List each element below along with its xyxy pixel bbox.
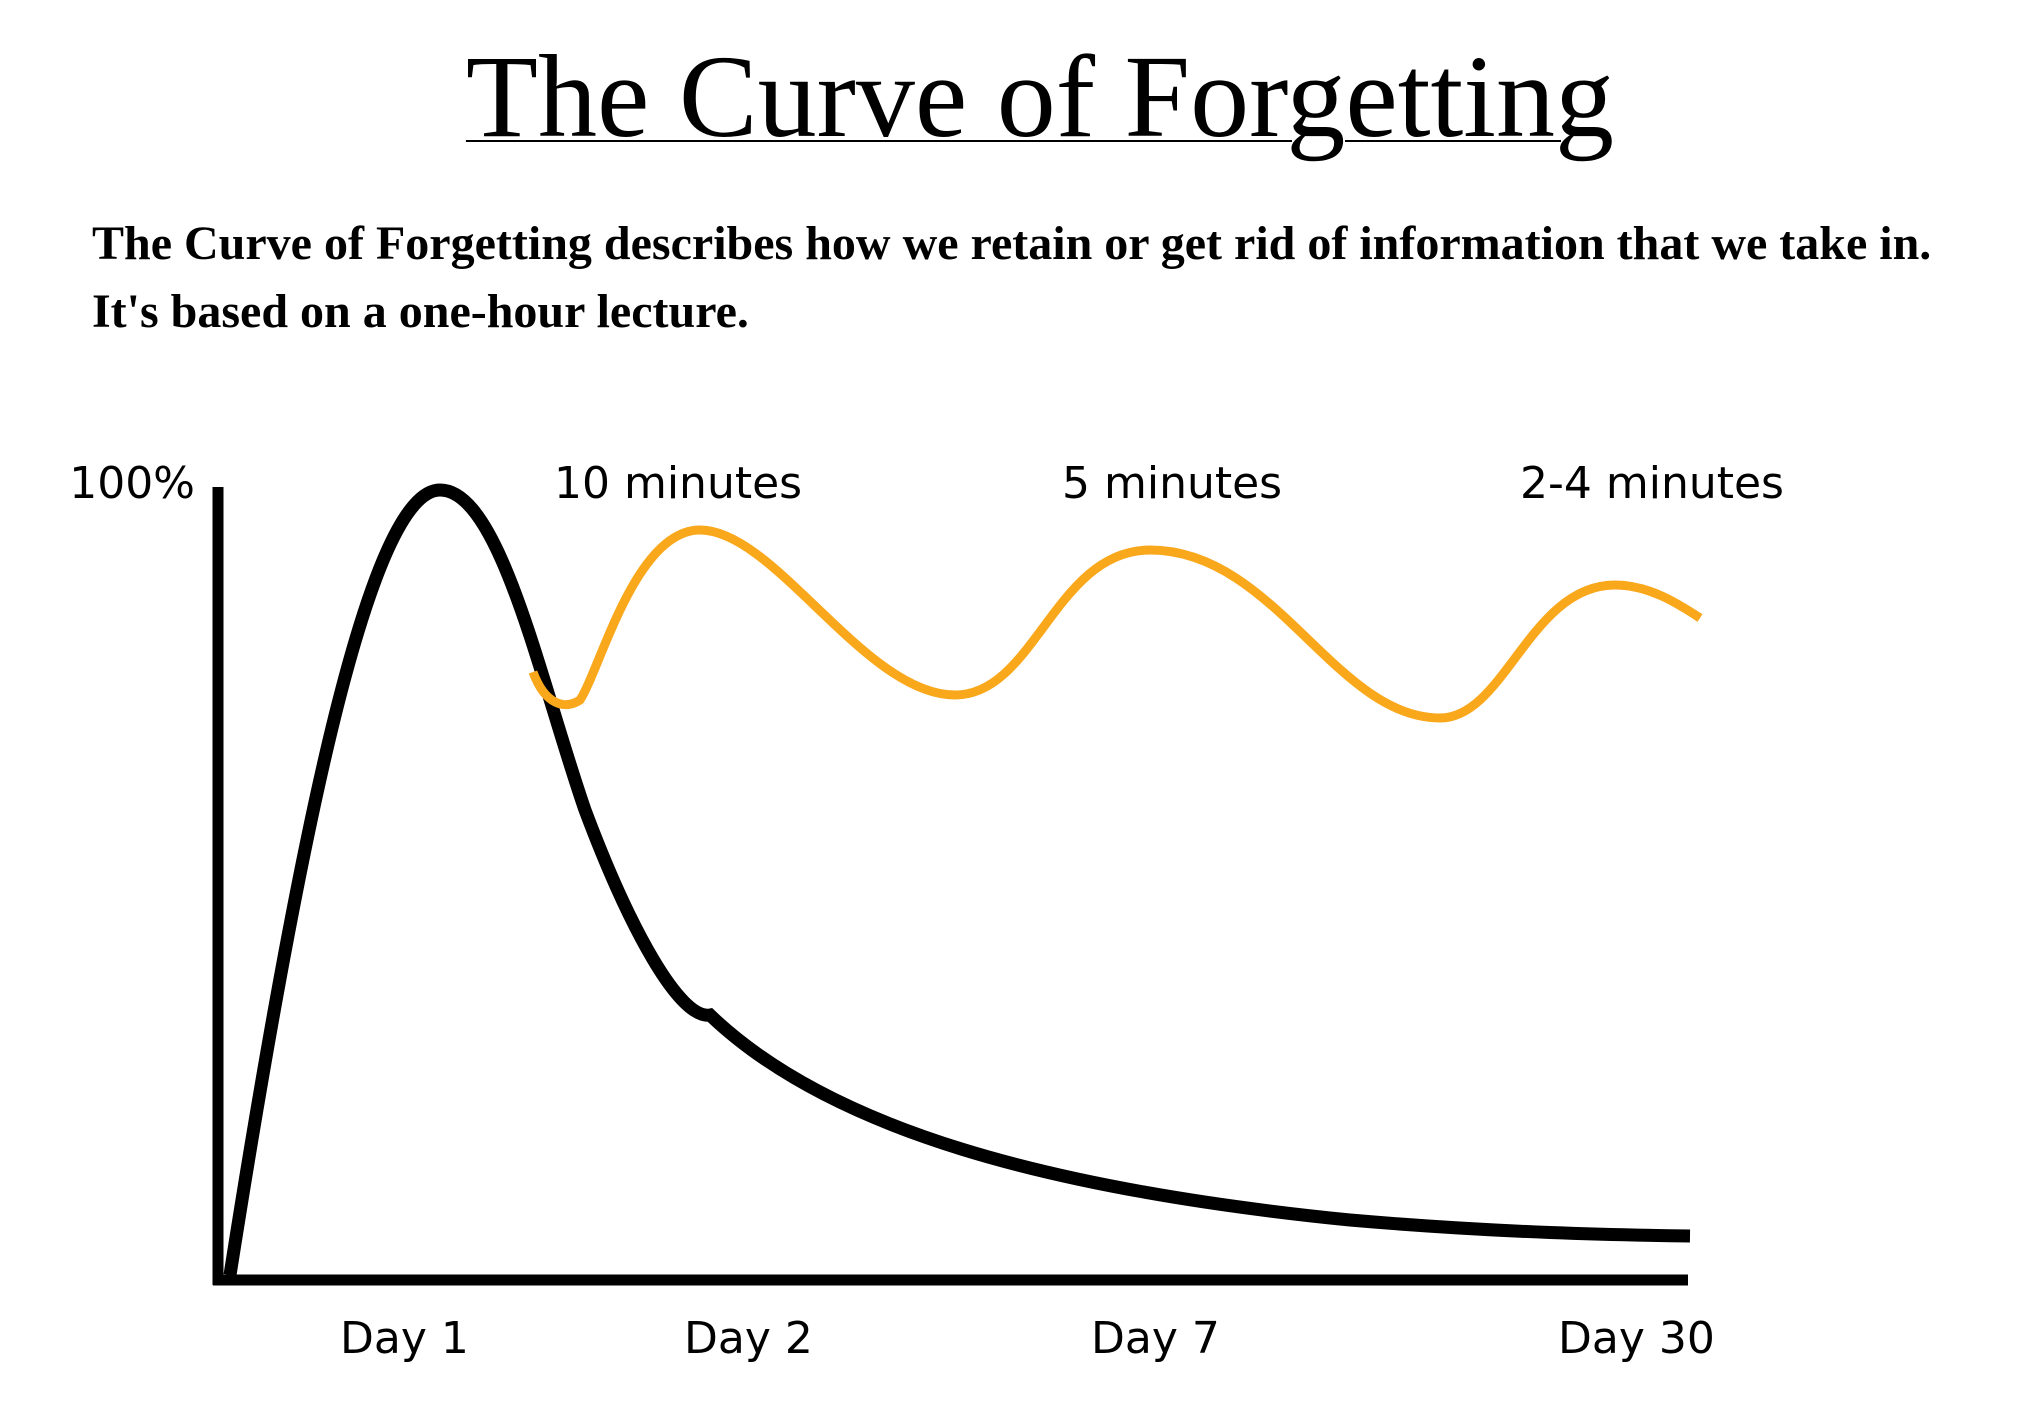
y-axis-label-100: 100%	[69, 458, 195, 509]
page-title: The Curve of Forgetting	[465, 31, 1615, 162]
review-label-2-4-minutes: 2-4 minutes	[1520, 458, 1784, 509]
x-axis-label-day-2: Day 2	[684, 1313, 813, 1364]
review-label-5-minutes: 5 minutes	[1062, 458, 1282, 509]
x-axis-label-day-30: Day 30	[1558, 1313, 1715, 1364]
x-axis-label-day-1: Day 1	[340, 1313, 469, 1364]
description-line-2: It's based on a one-hour lecture.	[92, 285, 749, 338]
x-axis-label-day-7: Day 7	[1091, 1313, 1220, 1364]
review-label-10-minutes: 10 minutes	[554, 458, 802, 509]
description: The Curve of Forgetting describes how we…	[92, 210, 2012, 346]
forgetting-curve	[223, 483, 1691, 1277]
review-curve	[528, 525, 1703, 723]
description-line-1: The Curve of Forgetting describes how we…	[92, 217, 1932, 270]
